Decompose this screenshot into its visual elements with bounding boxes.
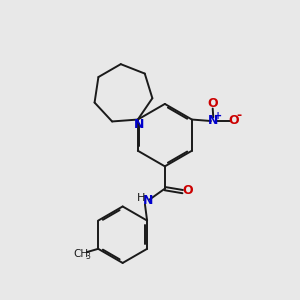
Text: N: N xyxy=(142,194,153,207)
Text: +: + xyxy=(214,111,222,121)
Text: CH: CH xyxy=(74,249,88,259)
Text: H: H xyxy=(137,193,145,203)
Text: O: O xyxy=(229,114,239,127)
Text: N: N xyxy=(134,118,144,131)
Text: O: O xyxy=(183,184,194,197)
Text: -: - xyxy=(237,109,242,122)
Text: N: N xyxy=(208,114,218,127)
Text: O: O xyxy=(207,97,218,110)
Text: 3: 3 xyxy=(85,252,90,261)
